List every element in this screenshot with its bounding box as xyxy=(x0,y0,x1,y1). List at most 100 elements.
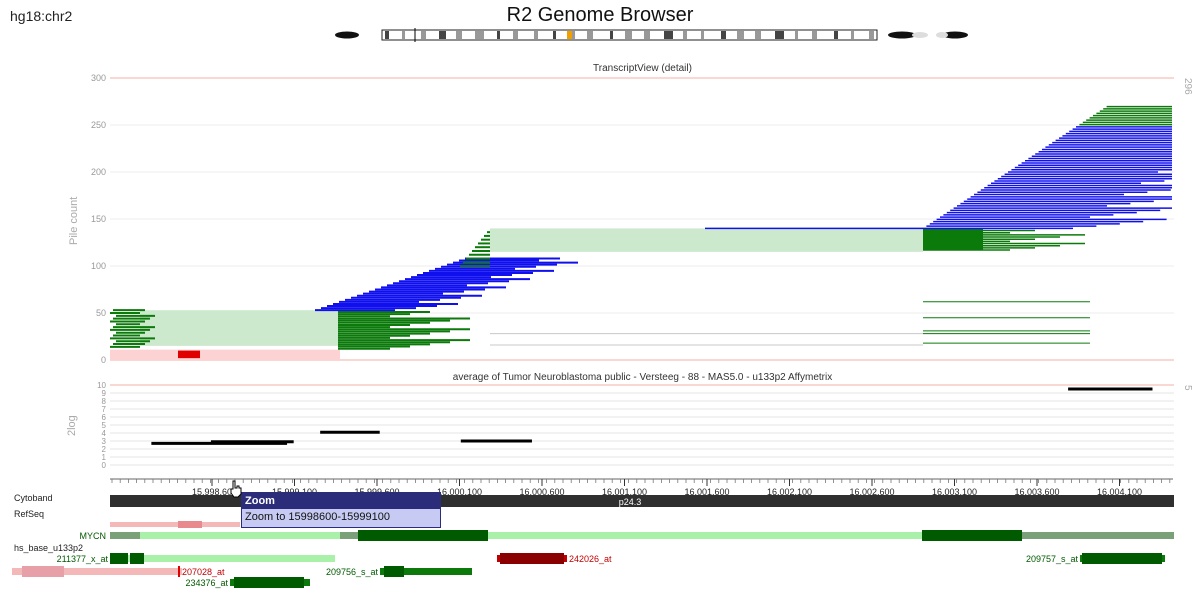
axis-label: 16,000,100 xyxy=(437,487,482,497)
expression-ytick-label: 5 xyxy=(102,421,107,430)
gene-exon-2 xyxy=(358,530,488,541)
probe-4-block xyxy=(234,577,304,588)
ideogram-band xyxy=(385,31,389,39)
ideogram-band xyxy=(475,31,484,39)
ideogram-end-right-1 xyxy=(888,31,916,39)
ideogram-band xyxy=(869,31,874,39)
ideogram-band xyxy=(439,31,446,39)
ideogram-band xyxy=(644,31,650,39)
axis-label: 16,002,100 xyxy=(767,487,812,497)
probe-6-block xyxy=(1082,553,1162,564)
probe-1-label: 211377_x_at xyxy=(57,554,109,564)
probe-2-label: 207028_at xyxy=(182,567,225,577)
refseq-pink-block xyxy=(178,521,202,528)
axis-label: 16,003,100 xyxy=(932,487,977,497)
probe-3-block xyxy=(384,566,404,577)
ideogram-band xyxy=(775,31,784,39)
probe-2-bar xyxy=(12,568,182,575)
expression-right-label: 5 xyxy=(1182,385,1193,391)
expression-ytick-label: 9 xyxy=(102,389,107,398)
annotation-tracks[interactable]: MYCN hs_base_u133p2 211377_x_at 207028_a… xyxy=(0,518,1200,595)
neg-region-fill xyxy=(110,349,340,360)
expression-ytick-label: 2 xyxy=(102,445,107,454)
page-title: R2 Genome Browser xyxy=(506,4,694,26)
ideogram-band xyxy=(851,31,854,39)
axis-label: 16,000,600 xyxy=(519,487,564,497)
cytoband-name: p24.3 xyxy=(619,497,642,507)
ideogram-band xyxy=(610,31,613,39)
gene-light xyxy=(110,532,1174,539)
ideogram-band xyxy=(625,31,632,39)
expression-ytick-label: 4 xyxy=(102,429,107,438)
axis-label: 16,003,600 xyxy=(1014,487,1059,497)
ideogram-band xyxy=(402,31,405,39)
ideogram-band xyxy=(534,31,538,39)
expression-ytick-label: 10 xyxy=(97,381,106,390)
red-reads xyxy=(178,350,200,359)
probe-3-bar xyxy=(380,568,472,575)
probe-1-block-b xyxy=(130,553,144,564)
transcript-ytick-label: 150 xyxy=(91,214,106,224)
ideogram-band xyxy=(701,31,704,39)
ideogram-band-highlight xyxy=(567,31,572,39)
ideogram-band xyxy=(795,31,798,39)
zoom-tooltip[interactable]: Zoom Zoom to 15998600-15999100 xyxy=(241,492,441,528)
transcript-ytick-label: 100 xyxy=(91,261,106,271)
transcript-ytick-label: 250 xyxy=(91,120,106,130)
transcript-ytick-label: 300 xyxy=(91,73,106,83)
ideogram-band xyxy=(812,31,817,39)
transcript-panel[interactable]: 0 50 100 150 200 250 300 296 xyxy=(80,70,1200,370)
assembly-label: hg18:chr2 xyxy=(10,8,73,24)
probe-5-label: 242026_at xyxy=(569,554,612,564)
ideogram-band xyxy=(587,31,593,39)
ideogram-band xyxy=(553,31,556,39)
ideogram-band xyxy=(456,31,462,39)
probe-track-label: hs_base_u133p2 xyxy=(14,543,83,553)
gene-name: MYCN xyxy=(80,531,107,541)
expression-panel-title: average of Tumor Neuroblastoma public - … xyxy=(452,372,833,383)
chromosome-ideogram[interactable] xyxy=(330,28,980,44)
ideogram-band xyxy=(664,31,673,39)
ideogram-band xyxy=(421,31,426,39)
ideogram-band xyxy=(737,31,744,39)
expression-ytick-label: 7 xyxy=(102,405,107,414)
tooltip-text[interactable]: Zoom to 15998600-15999100 xyxy=(245,511,390,523)
ideogram-band xyxy=(834,31,838,39)
intron-fill xyxy=(140,310,340,346)
gene-exon-1 xyxy=(340,532,358,539)
expression-ytick-label: 1 xyxy=(102,453,107,462)
transcript-panel-title: TranscriptView (detail) xyxy=(593,63,692,74)
transcript-ytick-label: 200 xyxy=(91,167,106,177)
probe-5-block xyxy=(500,553,564,564)
refseq-label: RefSeq xyxy=(14,509,45,519)
ideogram-end-right-4 xyxy=(936,32,948,38)
ideogram-band xyxy=(497,31,500,39)
ideogram-band xyxy=(721,31,726,39)
probe-2-block xyxy=(22,566,64,577)
probe-1-bar xyxy=(110,555,335,562)
probe-4-label: 234376_at xyxy=(185,578,228,588)
expression-ytick-label: 3 xyxy=(102,437,107,446)
expression-ytick-label: 6 xyxy=(102,413,107,422)
probe-3-label: 209756_s_at xyxy=(326,567,379,577)
gene-utr-left xyxy=(110,532,140,539)
axis-label: 16,001,600 xyxy=(684,487,729,497)
transcript-ytick-label: 50 xyxy=(96,308,106,318)
intron-fill xyxy=(490,228,923,252)
transcript-right-label: 296 xyxy=(1182,78,1193,95)
transcript-ylabel: Pile count xyxy=(68,196,80,245)
ideogram-bands xyxy=(385,31,874,39)
gene-exon-3 xyxy=(922,530,1022,541)
ideogram-end-right-3 xyxy=(942,31,968,39)
transcript-ytick-label: 0 xyxy=(101,355,106,365)
ideogram-band xyxy=(513,31,518,39)
expression-ylabel: 2log xyxy=(66,415,78,436)
gene-utr-right xyxy=(1022,532,1174,539)
hand-cursor-icon xyxy=(230,480,242,498)
expression-ytick-label: 8 xyxy=(102,397,107,406)
probe-6-label: 209757_s_at xyxy=(1026,554,1079,564)
probe-2-marker xyxy=(178,566,180,577)
axis-label: 16,001,100 xyxy=(602,487,647,497)
